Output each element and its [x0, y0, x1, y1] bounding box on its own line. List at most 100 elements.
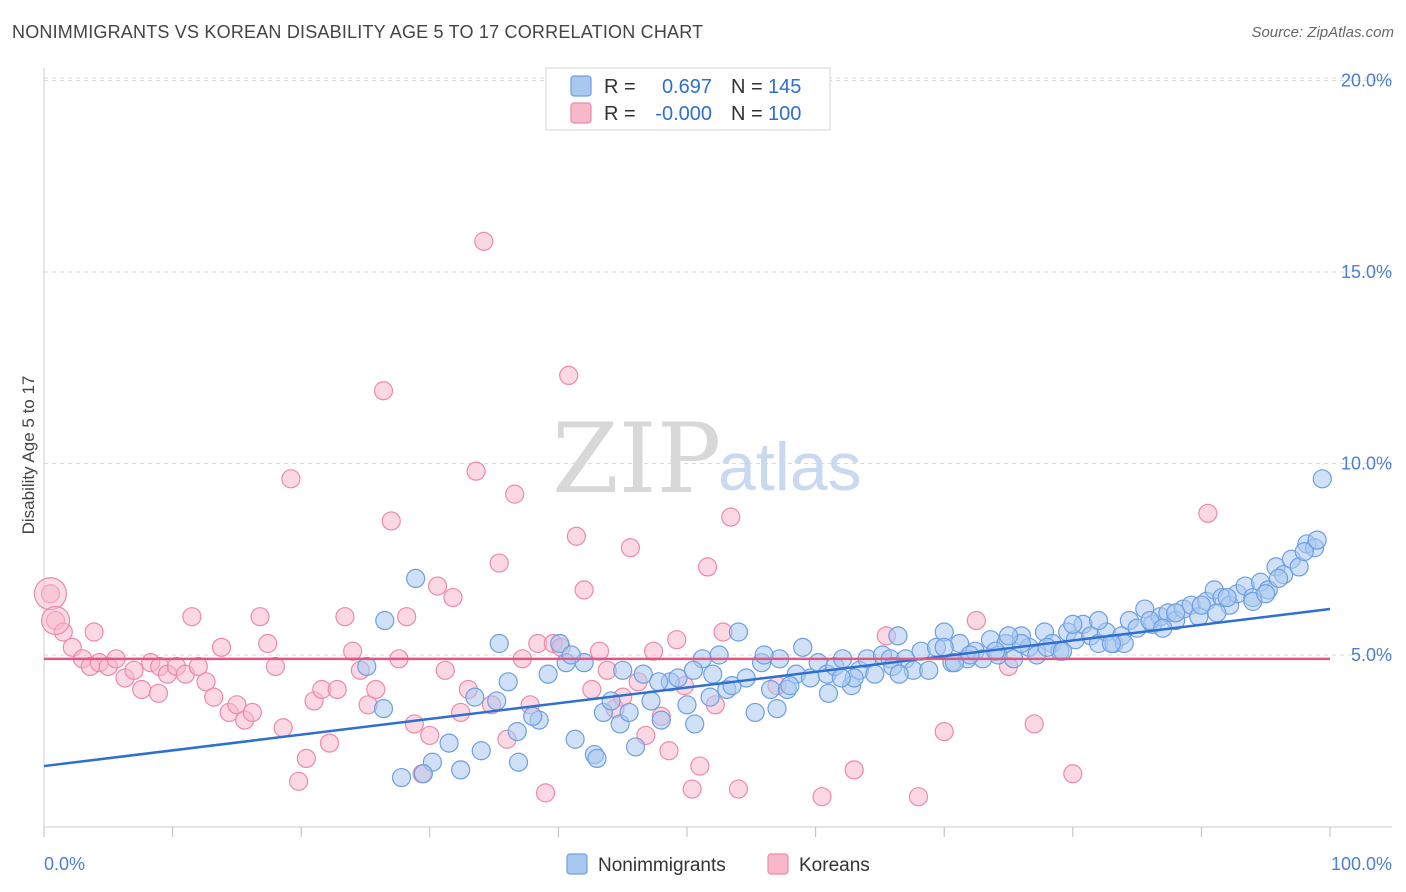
nonimmigrant-point — [601, 691, 621, 711]
nonimmigrant-point — [919, 660, 939, 680]
korean-point — [435, 660, 455, 680]
nonimmigrant-point — [700, 687, 720, 707]
y-tick-label: 15.0% — [1341, 262, 1392, 282]
nonimmigrant-point — [471, 741, 491, 761]
korean-point — [574, 580, 594, 600]
nonimmigrant-point — [487, 691, 507, 711]
nonimmigrant-point — [439, 733, 459, 753]
grid-lines — [44, 77, 1392, 656]
nonimmigrant-point — [373, 699, 394, 719]
nonimmigrant-point — [507, 721, 527, 742]
korean-point — [397, 607, 417, 627]
axes — [43, 68, 1392, 828]
nonimmigrant-trend-line — [43, 607, 1331, 768]
source-credit: Source: ZipAtlas.com — [1251, 24, 1394, 41]
nonimmigrant-point — [780, 676, 800, 696]
stats-legend-swatch-nonimmigrants — [570, 75, 592, 97]
nonimmigrant-point — [565, 729, 585, 749]
nonimmigrant-point — [685, 714, 705, 734]
korean-point — [132, 679, 152, 700]
nonimmigrant-point — [831, 668, 851, 688]
korean-point — [697, 557, 718, 577]
korean-point-large — [40, 605, 71, 636]
stats-n-value-nonimmigrants: 145 — [768, 76, 801, 98]
korean-point — [242, 702, 262, 723]
korean-point-large — [33, 577, 68, 611]
korean-point — [289, 771, 309, 791]
y-tick-label: 5.0% — [1351, 645, 1392, 665]
korean-point — [812, 787, 832, 807]
nonimmigrant-point — [1063, 614, 1083, 634]
legend-label-nonimmigrants: Nonimmigrants — [598, 855, 726, 876]
nonimmigrant-point — [1217, 587, 1237, 608]
korean-point — [148, 683, 169, 703]
nonimmigrant-point — [1166, 603, 1186, 623]
nonimmigrant-point — [649, 672, 669, 692]
x-tick-label-max: 100.0% — [1331, 854, 1392, 874]
korean-point — [451, 702, 471, 723]
korean-point — [908, 787, 929, 807]
stats-r-label-koreans: R = — [604, 103, 636, 125]
nonimmigrant-point — [625, 737, 646, 757]
nonimmigrant-point — [523, 706, 543, 726]
korean-point — [265, 656, 286, 677]
series-legend: Nonimmigrants Koreans — [566, 853, 870, 876]
korean-point — [589, 641, 610, 661]
korean-point — [728, 779, 749, 799]
korean-point — [620, 538, 641, 558]
nonimmigrant-point — [613, 660, 633, 680]
watermark-atlas: atlas — [718, 429, 862, 505]
korean-point — [582, 679, 602, 700]
stats-legend-frame — [545, 67, 831, 131]
nonimmigrant-point — [683, 660, 704, 680]
nonimmigrant-point — [406, 568, 426, 589]
korean-point — [1024, 714, 1044, 734]
korean-point — [343, 641, 363, 661]
nonimmigrant-point — [413, 764, 433, 784]
nonimmigrant-point — [998, 626, 1019, 646]
korean-point — [966, 610, 986, 631]
korean-point — [319, 733, 340, 753]
x-axis-ticks — [43, 827, 1331, 837]
korean-point — [667, 630, 687, 650]
nonimmigrant-point — [934, 637, 954, 657]
nonimmigrant-point — [1307, 530, 1327, 550]
nonimmigrant-point — [818, 683, 839, 703]
nonimmigrant-point — [465, 687, 485, 707]
nonimmigrant-point — [745, 702, 765, 723]
korean-point — [273, 718, 293, 738]
watermark: ZIP atlas — [552, 403, 862, 515]
korean-point — [327, 679, 347, 700]
nonimmigrant-point — [1088, 610, 1109, 631]
nonimmigrant-point — [1207, 603, 1227, 623]
legend-swatch-koreans — [767, 853, 789, 875]
trend-lines — [43, 607, 1331, 768]
nonimmigrant-point — [538, 664, 558, 684]
nonimmigrant-point — [498, 672, 518, 692]
chart-title: NONIMMIGRANTS VS KOREAN DISABILITY AGE 5… — [12, 22, 704, 42]
stats-n-label-nonimmigrants: N = — [731, 76, 763, 98]
stats-legend: R = 0.697 N = 145 R = -0.000 N = 100 — [545, 67, 831, 131]
nonimmigrant-point — [888, 626, 908, 646]
korean-point — [420, 725, 440, 746]
stats-n-value-koreans: 100 — [768, 103, 801, 125]
korean-point — [84, 622, 104, 642]
korean-point — [443, 587, 463, 608]
stats-n-label-koreans: N = — [731, 103, 763, 125]
nonimmigrant-point — [1312, 469, 1332, 489]
nonimmigrant-point — [668, 668, 688, 688]
korean-point — [250, 607, 270, 627]
korean-point — [682, 779, 702, 799]
nonimmigrant-point — [641, 691, 661, 711]
korean-point — [505, 484, 525, 504]
nonimmigrant-point — [1268, 568, 1289, 589]
nonimmigrant-point — [767, 699, 787, 719]
nonimmigrant-point — [451, 760, 471, 780]
y-tick-label: 20.0% — [1341, 71, 1392, 91]
legend-swatch-nonimmigrants — [566, 853, 588, 875]
stats-r-value-nonimmigrants: 0.697 — [662, 76, 712, 98]
korean-point — [188, 656, 208, 677]
nonimmigrant-point — [633, 664, 653, 684]
nonimmigrant-point — [889, 664, 909, 684]
